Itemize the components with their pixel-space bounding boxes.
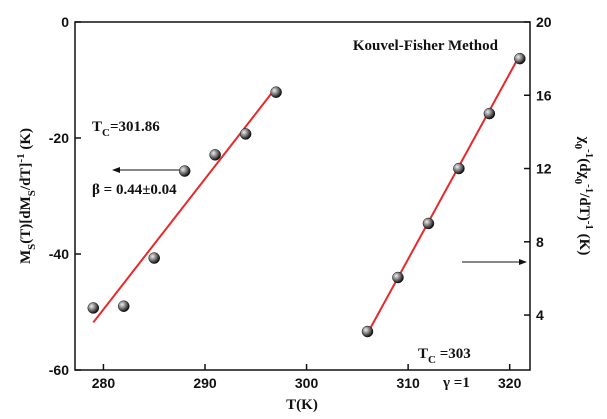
point [118,300,130,312]
y2-axis-label: χ0-1(dχ0-1/dT)-1 (K) [572,136,595,256]
y2-tick-label: 12 [536,161,552,177]
point [361,325,374,338]
point [483,107,496,120]
point [514,52,526,65]
text-part: T [418,346,428,362]
point [422,217,435,230]
point [453,162,465,175]
plot-frame [74,21,531,371]
annotation: TC =303 [418,346,471,366]
annotation: TC=301.86 [92,119,160,139]
text-part: =303 [436,346,471,362]
text-part: S [26,244,38,250]
text-part: (K) [18,128,34,153]
text-part: γ =1 [442,375,470,391]
text-part: /dT] [18,163,34,192]
y-tick-label: -40 [49,246,69,262]
y2-tick-label: 16 [536,87,552,103]
x-tick-label: 280 [92,375,116,391]
annotation: β = 0.44±0.04 [92,182,177,198]
text-part: -1 [583,184,595,193]
text-part: S [26,190,38,196]
y-tick-label: -20 [49,130,69,146]
arrow-head [112,167,120,173]
y2-tick-label: 8 [536,234,544,250]
text-part: C [102,127,110,139]
point [148,252,160,264]
text-part: /dT) [576,192,592,221]
text-part: 0 [572,144,584,150]
x-tick-label: 290 [193,375,217,391]
point [178,165,191,177]
point [209,149,221,161]
y2-tick-label: 4 [536,307,544,323]
point [239,128,252,140]
text-part: (T)[dM [18,196,34,244]
x-tick-label: 320 [498,375,522,391]
text-part: -1 [583,149,595,158]
x-axis-label: T(K) [286,397,318,413]
y-tick-label: 0 [61,14,69,30]
x-tick-label: 300 [295,375,319,391]
text-part: -1 [583,221,595,230]
text-part: M [18,250,34,264]
text-part: (dχ [576,158,592,179]
point [87,302,100,314]
fit-line [366,54,521,334]
y2-tick-label: 20 [536,14,552,30]
fit-line [92,86,277,324]
y-tick-label: -60 [49,362,69,378]
point [392,271,404,284]
y-axis-label: MS(T)[dMS/dT]-1 (K) [15,128,38,264]
text-part: T [92,119,102,135]
text-part: β = 0.44±0.04 [92,182,177,198]
text-part: (K) [576,230,592,255]
arrow-head [519,259,527,265]
annotation: γ =1 [442,375,470,391]
text-part: -1 [15,153,27,162]
x-tick-label: 310 [396,375,420,391]
text-part: 0 [572,179,584,185]
text-part: C [428,354,436,366]
text-part: Kouvel-Fisher Method [353,38,499,54]
annotation: Kouvel-Fisher Method [353,38,499,54]
text-part: χ [576,136,592,145]
point [270,86,282,98]
text-part: =301.86 [110,119,160,135]
